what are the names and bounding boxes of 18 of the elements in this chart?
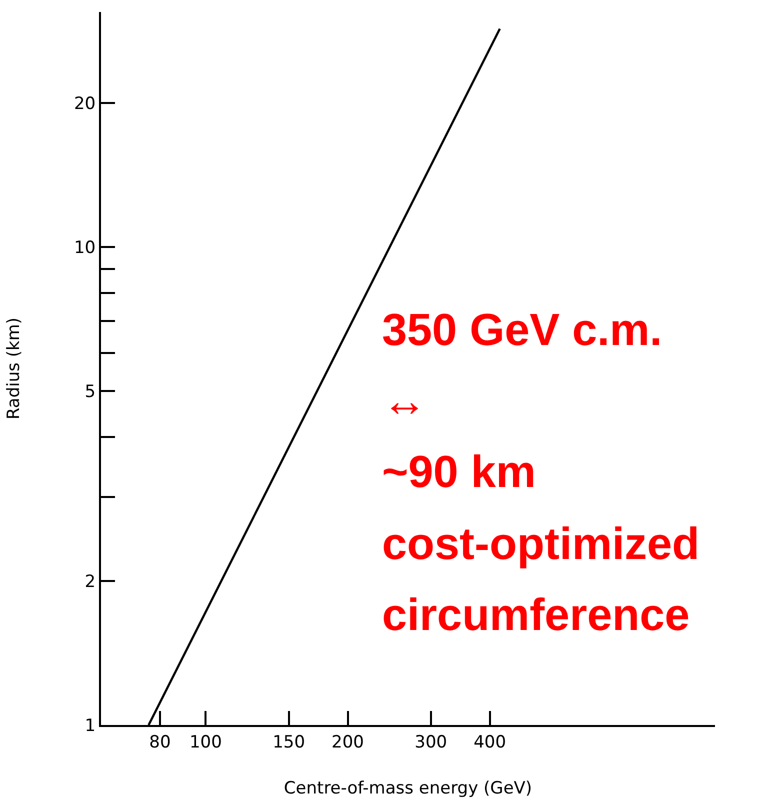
annotation: ~90 km <box>382 446 536 497</box>
y-tick-label: 1 <box>84 716 96 736</box>
y-axis-title: Radius (km) <box>4 317 24 420</box>
x-tick-label: 100 <box>189 732 222 752</box>
annotation: circumference <box>382 589 690 640</box>
annotation: ↔ <box>382 375 427 426</box>
x-tick-label: 150 <box>272 732 306 752</box>
annotation: cost-optimized <box>382 518 700 569</box>
y-tick-label: 5 <box>84 382 96 402</box>
y-tick-label: 2 <box>84 572 96 592</box>
annotation: 350 GeV c.m. <box>382 304 662 355</box>
x-tick-label: 80 <box>149 732 171 752</box>
x-tick-label: 200 <box>332 732 364 752</box>
x-tick-label: 300 <box>414 732 448 752</box>
y-tick-label: 20 <box>74 94 96 114</box>
y-tick-label: 10 <box>74 238 96 258</box>
x-axis-title: Centre-of-mass energy (GeV) <box>284 778 532 798</box>
x-tick-label: 400 <box>474 732 506 752</box>
